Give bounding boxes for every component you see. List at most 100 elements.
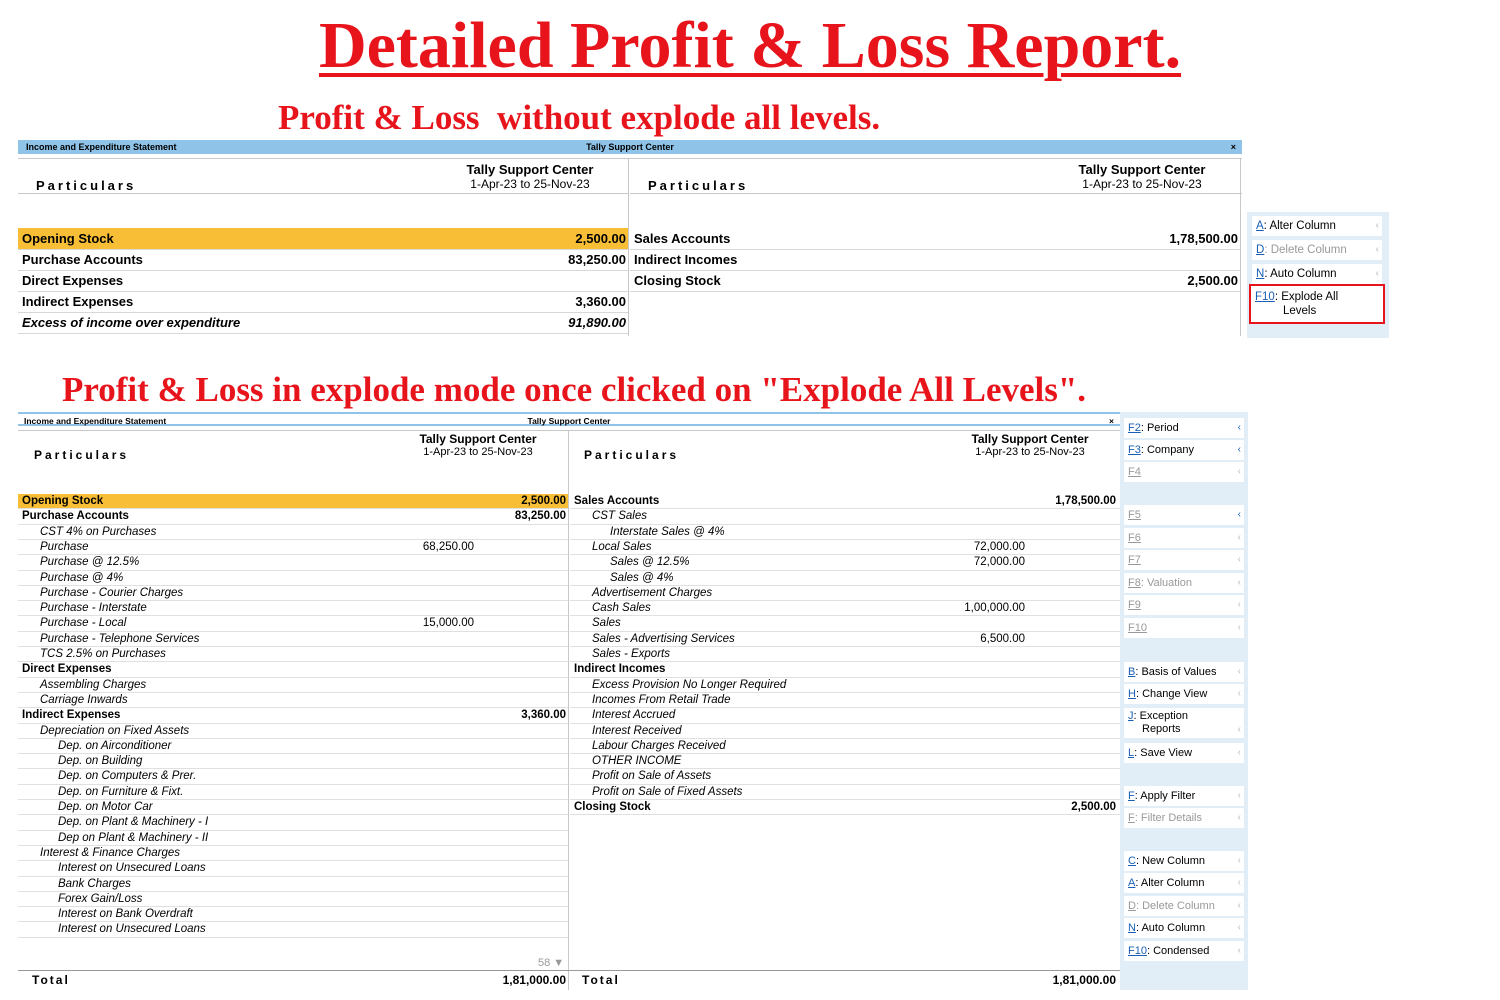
row-cash-sales[interactable]: Cash Sales 1,00,000.00 — [570, 601, 1120, 616]
row-indirect-incomes[interactable]: Indirect Incomes — [630, 249, 1242, 270]
row-other-income[interactable]: OTHER INCOME — [570, 754, 1120, 769]
row-label: Dep. on Computers & Prer. — [58, 770, 197, 783]
row-purchase-local[interactable]: Purchase - Local 15,000.00 — [18, 616, 568, 631]
row-purchase[interactable]: Purchase 68,250.00 — [18, 540, 568, 555]
row-label: Interest Accrued — [592, 709, 676, 722]
row-bank-charges[interactable]: Bank Charges — [18, 877, 568, 892]
row-tcs-2-5-on-purchases[interactable]: TCS 2.5% on Purchases — [18, 647, 568, 662]
row-sales[interactable]: Sales — [570, 616, 1120, 631]
row-indirect-expenses[interactable]: Indirect Expenses 3,360.00 — [18, 291, 628, 312]
row-direct-expenses[interactable]: Direct Expenses — [18, 662, 568, 677]
row-amount: 2,500.00 — [1071, 801, 1116, 813]
row-sales-accounts[interactable]: Sales Accounts 1,78,500.00 — [570, 494, 1120, 509]
row-excess-provision-no-longer-required[interactable]: Excess Provision No Longer Required — [570, 678, 1120, 693]
close-icon[interactable]: × — [1230, 142, 1236, 152]
report-window-collapsed: Income and Expenditure Statement Tally S… — [18, 140, 1242, 336]
row-purchase-accounts[interactable]: Purchase Accounts 83,250.00 — [18, 509, 568, 524]
row-assembling-charges[interactable]: Assembling Charges — [18, 678, 568, 693]
delete-column-button[interactable]: D: Delete Column ‹ — [1124, 896, 1244, 916]
row-interstate-sales-4[interactable]: Interstate Sales @ 4% — [570, 525, 1120, 540]
row-carriage-inwards[interactable]: Carriage Inwards — [18, 693, 568, 708]
f4-key-button[interactable]: F4 ‹ — [1124, 462, 1244, 482]
row-profit-on-sale-of-fixed-assets[interactable]: Profit on Sale of Fixed Assets — [570, 785, 1120, 800]
f5-key-button[interactable]: F5 ‹ — [1124, 505, 1244, 525]
row-label: Purchase - Courier Charges — [40, 586, 184, 599]
row-advertisement-charges[interactable]: Advertisement Charges — [570, 586, 1120, 601]
row-interest-received[interactable]: Interest Received — [570, 724, 1120, 739]
row-direct-expenses[interactable]: Direct Expenses — [18, 270, 628, 291]
row-indirect-incomes[interactable]: Indirect Incomes — [570, 662, 1120, 677]
row-opening-stock[interactable]: Opening Stock 2,500.00 — [18, 494, 568, 510]
delete-column-button[interactable]: D: Delete Column ‹ — [1252, 240, 1382, 260]
close-icon[interactable]: × — [1109, 416, 1114, 426]
row-sales-12-5[interactable]: Sales @ 12.5% 72,000.00 — [570, 555, 1120, 570]
row-sales-4[interactable]: Sales @ 4% — [570, 571, 1120, 586]
condensed-button[interactable]: F10: Condensed ‹ — [1124, 941, 1244, 961]
row-interest-on-bank-overdraft[interactable]: Interest on Bank Overdraft — [18, 907, 568, 922]
period-button[interactable]: F2: Period ‹ — [1124, 418, 1244, 438]
auto-column-button[interactable]: N: Auto Column ‹ — [1124, 918, 1244, 938]
row-amount: 2,500.00 — [521, 495, 566, 507]
explode-all-levels-button[interactable]: F10: Explode All Levels — [1249, 284, 1385, 324]
auto-column-button[interactable]: N: Auto Column ‹ — [1252, 264, 1382, 284]
row-purchase-telephone-services[interactable]: Purchase - Telephone Services — [18, 632, 568, 647]
row-purchase-4[interactable]: Purchase @ 4% — [18, 571, 568, 586]
row-profit-on-sale-of-assets[interactable]: Profit on Sale of Assets — [570, 769, 1120, 784]
row-opening-stock[interactable]: Opening Stock 2,500.00 — [18, 228, 628, 249]
chevron-left-icon: ‹ — [1237, 554, 1241, 565]
row-closing-stock[interactable]: Closing Stock 2,500.00 — [570, 800, 1120, 815]
alter-column-button[interactable]: A: Alter Column ‹ — [1124, 873, 1244, 893]
row-closing-stock[interactable]: Closing Stock 2,500.00 — [630, 270, 1242, 291]
row-purchase-courier-charges[interactable]: Purchase - Courier Charges — [18, 586, 568, 601]
basis-of-values-button[interactable]: B: Basis of Values ‹ — [1124, 662, 1244, 682]
row-label: Sales @ 12.5% — [610, 556, 690, 569]
row-depreciation-on-fixed-assets[interactable]: Depreciation on Fixed Assets — [18, 724, 568, 739]
row-excess-of-income-over-expenditure[interactable]: Excess of income over expenditure 91,890.… — [18, 312, 628, 333]
company-button[interactable]: F3: Company ‹ — [1124, 440, 1244, 460]
row-labour-charges-received[interactable]: Labour Charges Received — [570, 739, 1120, 754]
row-interest-on-unsecured-loans[interactable]: Interest on Unsecured Loans — [18, 861, 568, 876]
f9-key-button[interactable]: F9 ‹ — [1124, 595, 1244, 615]
row-indirect-expenses[interactable]: Indirect Expenses 3,360.00 — [18, 708, 568, 723]
row-sales-advertising-services[interactable]: Sales - Advertising Services 6,500.00 — [570, 632, 1120, 647]
chevron-left-icon: ‹ — [1237, 945, 1241, 956]
filter-details-button[interactable]: F: Filter Details ‹ — [1124, 808, 1244, 828]
valuation-button[interactable]: F8: Valuation ‹ — [1124, 573, 1244, 593]
exception-button[interactable]: J: Exception Reports ‹ — [1124, 708, 1244, 738]
row-forex-gain-loss[interactable]: Forex Gain/Loss — [18, 892, 568, 907]
row-sub-amount: 68,250.00 — [422, 540, 474, 553]
period: 1-Apr-23 to 25-Nov-23 — [975, 446, 1085, 458]
row-amount: 3,360.00 — [575, 294, 626, 309]
f10-key-button[interactable]: F10 ‹ — [1124, 618, 1244, 638]
f6-key-button[interactable]: F6 ‹ — [1124, 528, 1244, 548]
row-interest-accrued[interactable]: Interest Accrued — [570, 708, 1120, 723]
row-dep-on-furniture-fixt[interactable]: Dep. on Furniture & Fixt. — [18, 785, 568, 800]
row-dep-on-computers-prer[interactable]: Dep. on Computers & Prer. — [18, 769, 568, 784]
f7-key-button[interactable]: F7 ‹ — [1124, 550, 1244, 570]
row-dep-on-motor-car[interactable]: Dep. on Motor Car — [18, 800, 568, 815]
row-sales-exports[interactable]: Sales - Exports — [570, 647, 1120, 662]
alter-column-button[interactable]: A: Alter Column ‹ — [1252, 216, 1382, 236]
row-dep-on-building[interactable]: Dep. on Building — [18, 754, 568, 769]
row-cst-4-on-purchases[interactable]: CST 4% on Purchases — [18, 525, 568, 540]
row-label: Labour Charges Received — [592, 739, 726, 752]
row-purchase-12-5[interactable]: Purchase @ 12.5% — [18, 555, 568, 570]
company-name: Tally Support Center — [419, 432, 537, 446]
row-dep-on-plant-machinery-i[interactable]: Dep. on Plant & Machinery - I — [18, 815, 568, 830]
row-amount: 83,250.00 — [568, 252, 626, 267]
row-dep-on-plant-machinery-ii[interactable]: Dep on Plant & Machinery - II — [18, 831, 568, 846]
row-sales-accounts[interactable]: Sales Accounts 1,78,500.00 — [630, 228, 1242, 249]
row-purchase-accounts[interactable]: Purchase Accounts 83,250.00 — [18, 249, 628, 270]
change-view-button[interactable]: H: Change View ‹ — [1124, 684, 1244, 704]
row-interest-finance-charges[interactable]: Interest & Finance Charges — [18, 846, 568, 861]
row-cst-sales[interactable]: CST Sales — [570, 509, 1120, 524]
save-view-button[interactable]: L: Save View ‹ — [1124, 743, 1244, 763]
row-purchase-interstate[interactable]: Purchase - Interstate — [18, 601, 568, 616]
row-dep-on-airconditioner[interactable]: Dep. on Airconditioner — [18, 739, 568, 754]
row-incomes-from-retail-trade[interactable]: Incomes From Retail Trade — [570, 693, 1120, 708]
new-column-button[interactable]: C: New Column ‹ — [1124, 851, 1244, 871]
row-interest-on-unsecured-loans[interactable]: Interest on Unsecured Loans — [18, 922, 568, 937]
apply-filter-button[interactable]: F: Apply Filter ‹ — [1124, 786, 1244, 806]
row-local-sales[interactable]: Local Sales 72,000.00 — [570, 540, 1120, 555]
period: 1-Apr-23 to 25-Nov-23 — [470, 177, 590, 191]
